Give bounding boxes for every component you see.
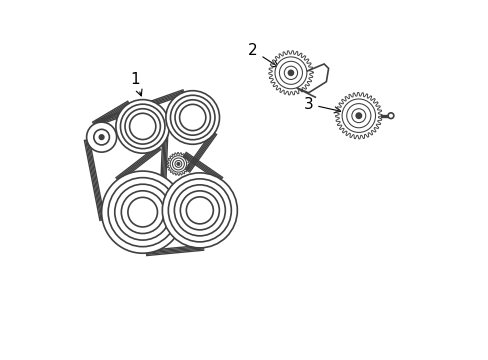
Circle shape xyxy=(128,197,157,227)
Text: 1: 1 xyxy=(130,72,142,96)
Circle shape xyxy=(170,95,215,140)
Circle shape xyxy=(355,113,361,118)
Circle shape xyxy=(99,135,103,139)
Circle shape xyxy=(387,113,393,118)
Circle shape xyxy=(175,100,210,135)
Circle shape xyxy=(186,197,213,224)
Circle shape xyxy=(115,184,170,240)
Circle shape xyxy=(168,179,231,242)
Circle shape xyxy=(162,173,237,248)
Circle shape xyxy=(170,156,186,172)
Circle shape xyxy=(351,109,365,123)
Circle shape xyxy=(174,185,225,236)
Circle shape xyxy=(279,61,302,84)
Circle shape xyxy=(125,109,160,144)
Circle shape xyxy=(86,122,116,152)
Circle shape xyxy=(94,129,109,145)
Circle shape xyxy=(120,104,164,149)
Text: 2: 2 xyxy=(247,43,278,67)
Circle shape xyxy=(165,91,219,144)
Circle shape xyxy=(172,158,184,170)
Text: 3: 3 xyxy=(303,96,340,113)
Circle shape xyxy=(179,104,205,131)
Circle shape xyxy=(116,100,169,153)
Circle shape xyxy=(288,70,293,76)
Circle shape xyxy=(102,171,183,253)
Circle shape xyxy=(274,57,306,89)
Circle shape xyxy=(346,104,370,128)
Circle shape xyxy=(175,161,182,167)
Circle shape xyxy=(108,177,177,247)
Circle shape xyxy=(342,99,375,132)
Circle shape xyxy=(284,66,297,80)
Circle shape xyxy=(180,191,219,230)
Circle shape xyxy=(121,191,163,234)
Circle shape xyxy=(177,163,180,165)
Circle shape xyxy=(129,113,156,140)
